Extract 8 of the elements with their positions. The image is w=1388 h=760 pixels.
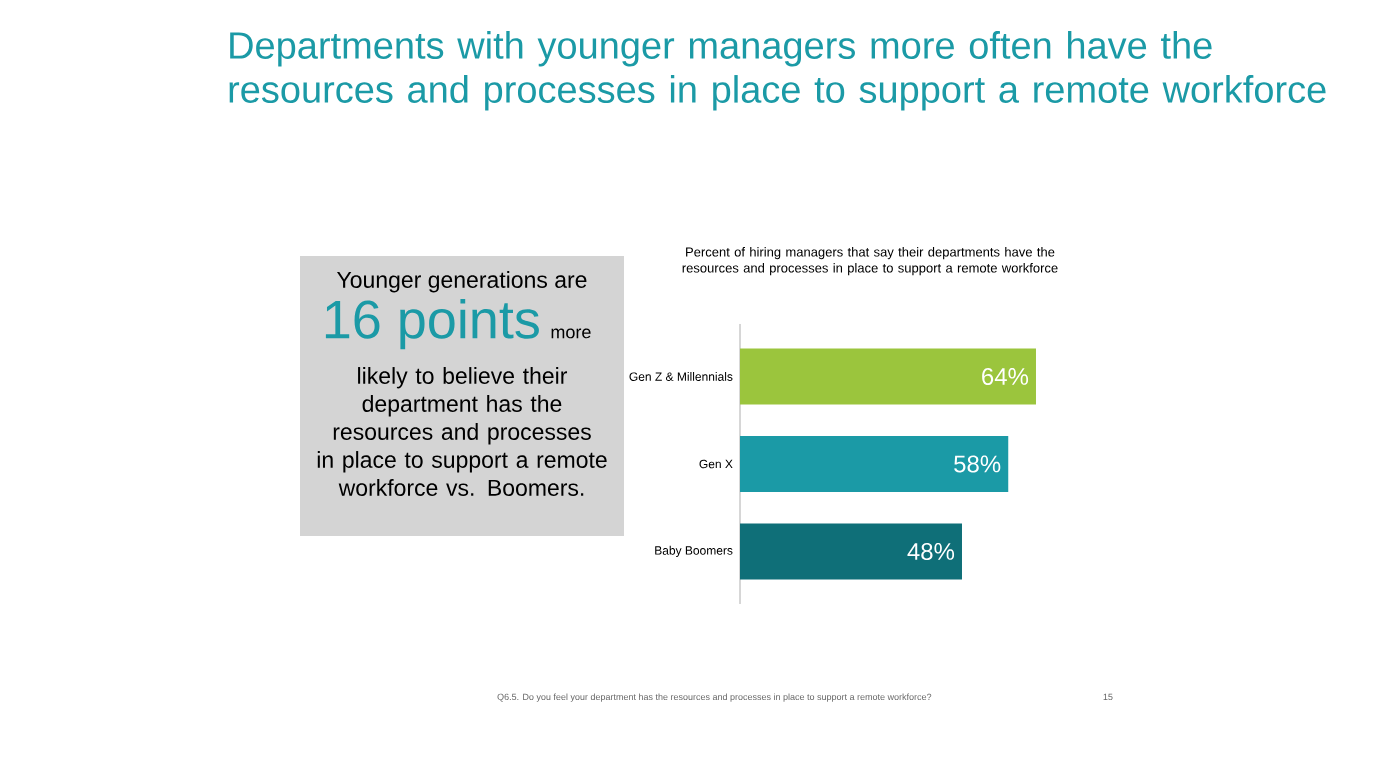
data-label: 48%	[907, 542, 955, 560]
text: Younger generations are	[336, 271, 587, 293]
data-label: 64%	[982, 368, 1029, 385]
text: likely to believe their department has the resources and processes in place to support a remote workforce vs. Boomers.	[317, 367, 607, 496]
text: more	[551, 328, 591, 339]
data-label: 58%	[954, 455, 1001, 473]
chart-title: Departments with younger managers more often have the resources and processes in place to support a remote workforce	[229, 31, 1326, 111]
text: 16 points	[325, 299, 539, 350]
